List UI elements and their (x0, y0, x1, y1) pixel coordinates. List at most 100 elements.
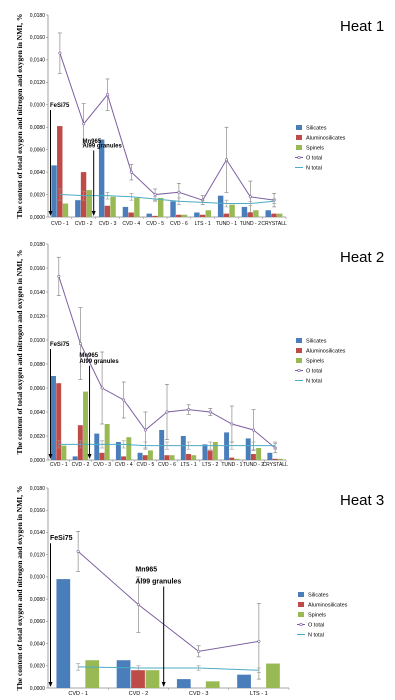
line-o-total (59, 52, 275, 201)
legend-swatch-silicates (296, 125, 302, 130)
bar-spinels (147, 450, 153, 460)
category-label: CVD - 1 (68, 691, 88, 697)
y-tick-label: 0,0060 (30, 147, 46, 153)
bar-silicates (137, 452, 143, 460)
bar-spinels (126, 437, 132, 460)
y-tick-label: 0,0020 (30, 434, 46, 440)
bar-spinels (104, 424, 110, 460)
y-axis-label: The content of total oxygen and nitrogen… (15, 14, 24, 219)
legend-swatch-aluminosilicates (298, 602, 304, 607)
point-o-total (78, 342, 82, 346)
category-label: CVD - 1 (50, 462, 68, 468)
bar-aluminosilicates (247, 212, 253, 217)
category-label: CVD - 3 (93, 462, 111, 468)
bar-silicates (146, 213, 152, 217)
point-o-total (208, 410, 212, 414)
annotation-label: FeSi75 (50, 342, 70, 348)
bar-aluminosilicates (199, 214, 206, 217)
y-tick-label: 0,0000 (30, 458, 46, 464)
category-label: TUND - 2 (240, 221, 261, 227)
y-tick-label: 0,0140 (30, 530, 46, 536)
line-o-total (77, 550, 259, 652)
legend-swatch-silicates (296, 338, 302, 343)
bar-aluminosilicates (229, 457, 235, 460)
bar-spinels (61, 445, 67, 460)
annotation-label: FeSi75 (50, 535, 73, 542)
annotation-label: Mn965 (135, 566, 157, 573)
bar-spinels (157, 197, 164, 217)
annotation-arrowhead (87, 454, 92, 459)
bar-silicates (245, 438, 251, 460)
bar-silicates (94, 433, 100, 460)
y-tick-label: 0,0160 (30, 266, 46, 272)
legend-label: Silicates (308, 593, 329, 599)
bar-aluminosilicates (164, 455, 170, 460)
bar-silicates (170, 201, 176, 217)
annotation-label: Al99 granules (79, 359, 119, 365)
category-label: CVD - 2 (129, 691, 149, 697)
bar-silicates (98, 139, 105, 217)
legend-label: O total (306, 369, 322, 375)
bar-silicates (51, 165, 57, 217)
bar-silicates (122, 206, 129, 217)
bar-spinels (205, 681, 220, 688)
chart-svg-heat-1: 0,0000 0,0020 0,0040 0,0060 0,0080 0,0100 0,01… (15, 13, 384, 227)
bar-silicates (116, 660, 131, 688)
chart-panel-heat-1: 0,0000 0,0020 0,0040 0,0060 0,0080 0,0100 0,01… (2, 3, 393, 233)
point-o-total (57, 274, 61, 278)
legend-swatch-aluminosilicates (296, 348, 302, 353)
bar-silicates (72, 456, 78, 460)
panel-label: Heat 3 (340, 492, 384, 509)
category-label: CVD - 4 (122, 221, 140, 227)
annotation-label: Mn965 (83, 139, 102, 145)
point-o-total (257, 639, 261, 643)
bar-silicates (224, 432, 230, 460)
annotation-arrowhead (48, 454, 53, 459)
point-o-total (122, 398, 126, 402)
legend-label: Spinels (306, 359, 324, 365)
bar-spinels (277, 458, 283, 460)
point-o-total (136, 603, 140, 607)
y-tick-label: 0,0100 (30, 338, 46, 344)
legend-swatch-spinels (298, 612, 304, 617)
category-label: CVD - 3 (189, 691, 209, 697)
bar-silicates (159, 430, 165, 460)
point-o-total (100, 386, 104, 390)
bar-spinels (86, 190, 92, 217)
bar-aluminosilicates (223, 213, 230, 217)
category-label: LTS - 1 (181, 462, 197, 468)
bar-aluminosilicates (99, 452, 105, 460)
bar-silicates (75, 200, 81, 217)
bar-aluminosilicates (152, 215, 158, 217)
annotation-arrowhead (161, 682, 166, 687)
point-o-total (177, 190, 181, 194)
bar-aluminosilicates (186, 454, 191, 460)
legend-marker (297, 155, 301, 160)
y-tick-label: 0,0180 (30, 242, 46, 248)
y-tick-label: 0,0000 (30, 215, 46, 221)
category-label: TUND - 1 (216, 221, 237, 227)
bar-aluminosilicates (131, 670, 145, 688)
bar-aluminosilicates (121, 456, 127, 460)
bar-silicates (265, 210, 271, 217)
bar-spinels (234, 458, 240, 460)
point-o-total (252, 428, 256, 432)
category-label: CVD - 1 (51, 221, 69, 227)
y-tick-label: 0,0120 (30, 314, 46, 320)
bar-aluminosilicates (142, 455, 148, 460)
y-tick-label: 0,0080 (30, 362, 46, 368)
category-label: CVD - 3 (99, 221, 117, 227)
y-tick-label: 0,0100 (30, 103, 46, 109)
bar-spinels (169, 455, 175, 460)
annotation-label: FeSi75 (50, 103, 70, 109)
category-label: LTS - 2 (202, 462, 218, 468)
bar-silicates (237, 674, 251, 688)
point-o-total (106, 93, 110, 97)
bar-silicates (241, 206, 248, 217)
point-o-total (165, 410, 169, 414)
category-label: CVD - 2 (75, 221, 93, 227)
line-n-total (78, 666, 259, 671)
legend-label: O total (308, 623, 324, 629)
bar-silicates (194, 212, 200, 217)
bar-spinels (253, 210, 259, 217)
